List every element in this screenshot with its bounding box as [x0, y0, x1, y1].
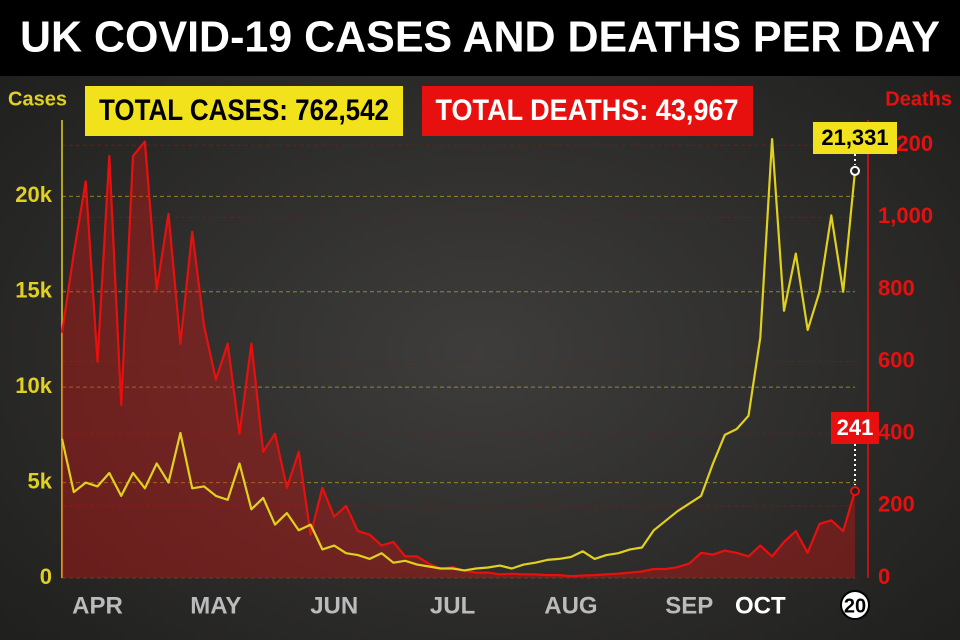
y-tick-label: 10k [15, 373, 52, 398]
x-tick-label: JUL [430, 592, 475, 619]
value-label-box [813, 122, 897, 154]
y-tick-label: 20k [15, 182, 52, 207]
value-label-box [831, 412, 879, 444]
point [850, 486, 860, 497]
x-tick-label: JUN [310, 592, 358, 619]
y-axis-title: Cases [8, 88, 67, 110]
cases-total: TOTAL CASES: 762,542 [99, 94, 389, 127]
title-bar [0, 0, 960, 76]
y-tick-label: 0 [40, 564, 52, 589]
y2-tick-label: 800 [878, 275, 915, 300]
deaths-total: TOTAL DEATHS: 43,967 [436, 94, 739, 127]
y2-tick-label: 1,000 [878, 203, 933, 228]
y2-tick-label: 400 [878, 420, 915, 445]
x-tick-label: 20 [844, 595, 866, 617]
cases-total-box [85, 86, 403, 136]
y-tick-label: 5k [28, 468, 53, 493]
point [850, 165, 860, 176]
x-tick-label: SEP [665, 592, 713, 619]
y2-axis-title: Deaths [885, 88, 952, 110]
y2-tick-label: 0 [878, 564, 890, 589]
value-label: 21,331 [821, 125, 888, 150]
x-tick-label: AUG [544, 592, 597, 619]
x-tick-label: OCT [735, 592, 786, 619]
y2-tick-label: 600 [878, 347, 915, 372]
y-tick-label: 15k [15, 278, 52, 303]
x-tick-label: APR [72, 592, 123, 619]
date-marker [840, 590, 870, 620]
line [60, 138, 857, 572]
value-label: 241 [837, 415, 874, 440]
chart-title: UK COVID-19 CASES AND DEATHS PER DAY [20, 13, 940, 62]
deaths-total-box [422, 86, 753, 136]
x-tick-label: MAY [190, 592, 241, 619]
y2-tick-label: 200 [878, 492, 915, 517]
area [62, 141, 855, 578]
